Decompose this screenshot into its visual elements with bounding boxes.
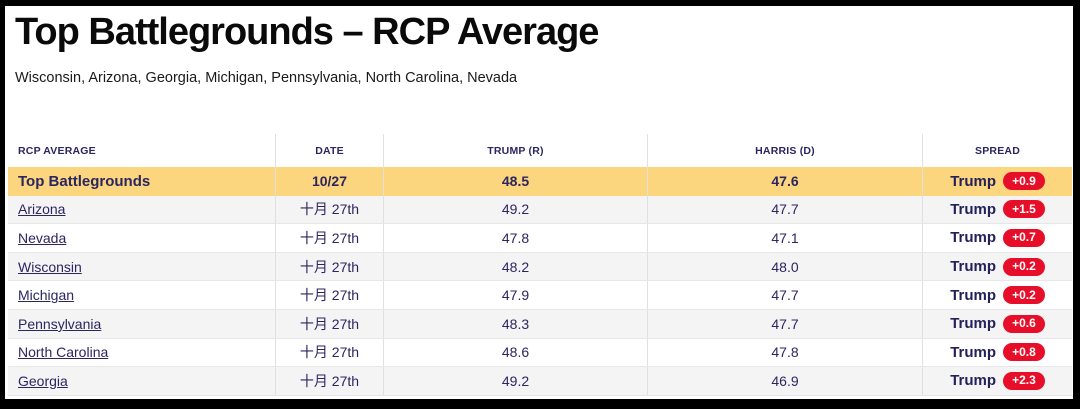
spread-margin-badge: +0.9 xyxy=(1003,172,1045,191)
spread-leader-label: Trump xyxy=(950,258,997,276)
spread-cell: Trump +0.8 xyxy=(922,338,1072,367)
harris-cell: 47.7 xyxy=(647,309,922,338)
table-row: Nevada 十月 27th 47.8 47.1 Trump +0.7 xyxy=(8,224,1072,253)
trump-cell: 48.6 xyxy=(383,338,647,367)
harris-cell: 48.0 xyxy=(647,252,922,281)
trump-cell: 48.2 xyxy=(383,252,647,281)
state-link[interactable]: North Carolina xyxy=(18,344,109,361)
state-link: Top Battlegrounds xyxy=(18,172,151,190)
date-cell: 十月 27th xyxy=(275,224,383,252)
spread-cell: Trump +1.5 xyxy=(922,195,1072,224)
spread-cell: Trump +0.2 xyxy=(922,252,1072,281)
state-link[interactable]: Wisconsin xyxy=(18,258,82,275)
spread-margin-badge: +1.5 xyxy=(1003,200,1045,219)
spread-margin-badge: +0.8 xyxy=(1003,343,1045,362)
harris-cell: 47.6 xyxy=(647,167,922,196)
harris-cell: 46.9 xyxy=(647,367,922,395)
table-row: Top Battlegrounds 10/27 48.5 47.6 Trump … xyxy=(8,167,1072,196)
spread-leader-label: Trump xyxy=(950,343,997,361)
column-header-rcp-average: RCP AVERAGE xyxy=(18,144,96,157)
date-cell: 十月 27th xyxy=(275,338,383,367)
column-header-trump: TRUMP (R) xyxy=(383,134,647,167)
state-cell: Georgia xyxy=(8,367,275,395)
table-row: Arizona 十月 27th 49.2 47.7 Trump +1.5 xyxy=(8,195,1072,225)
state-cell: Wisconsin xyxy=(8,253,275,281)
date-cell: 十月 27th xyxy=(275,367,383,395)
page-subtitle: Wisconsin, Arizona, Georgia, Michigan, P… xyxy=(15,70,518,86)
trump-cell: 48.3 xyxy=(383,309,647,338)
spread-margin-badge: +0.2 xyxy=(1003,257,1045,276)
date-cell: 10/27 xyxy=(275,167,383,196)
spread-leader-label: Trump xyxy=(950,200,997,218)
state-cell: Pennsylvania xyxy=(8,310,275,338)
spread-leader-label: Trump xyxy=(950,286,997,304)
spread-margin-badge: +0.2 xyxy=(1003,286,1045,305)
spread-margin-badge: +0.7 xyxy=(1003,228,1045,247)
spread-cell: Trump +0.9 xyxy=(922,167,1072,196)
spread-cell: Trump +2.3 xyxy=(922,367,1072,395)
spread-leader-label: Trump xyxy=(950,172,997,190)
page-title: Top Battlegrounds – RCP Average xyxy=(15,11,599,53)
spread-margin-badge: +0.6 xyxy=(1003,314,1045,333)
table-header-row: RCP AVERAGE DATE TRUMP (R) HARRIS (D) SP… xyxy=(8,134,1072,167)
spread-cell: Trump +0.7 xyxy=(922,224,1072,252)
state-cell: Arizona xyxy=(8,196,275,224)
table-row: Pennsylvania 十月 27th 48.3 47.7 Trump +0.… xyxy=(8,309,1072,339)
state-cell: Nevada xyxy=(8,224,275,252)
state-link[interactable]: Nevada xyxy=(18,229,67,246)
table-row: Michigan 十月 27th 47.9 47.7 Trump +0.2 xyxy=(8,281,1072,310)
state-link[interactable]: Pennsylvania xyxy=(18,315,102,332)
spread-leader-label: Trump xyxy=(950,315,997,333)
state-link[interactable]: Michigan xyxy=(18,287,75,304)
date-cell: 十月 27th xyxy=(275,309,383,338)
state-link[interactable]: Georgia xyxy=(18,372,68,389)
column-header-date: DATE xyxy=(275,134,383,167)
state-link[interactable]: Arizona xyxy=(18,201,66,218)
trump-cell: 47.9 xyxy=(383,281,647,309)
poll-table: RCP AVERAGE DATE TRUMP (R) HARRIS (D) SP… xyxy=(8,134,1072,396)
state-cell: Michigan xyxy=(8,281,275,309)
trump-cell: 49.2 xyxy=(383,195,647,224)
date-cell: 十月 27th xyxy=(275,195,383,224)
harris-cell: 47.7 xyxy=(647,281,922,309)
trump-cell: 48.5 xyxy=(383,167,647,196)
column-header-harris: HARRIS (D) xyxy=(647,134,922,167)
date-cell: 十月 27th xyxy=(275,281,383,309)
harris-cell: 47.8 xyxy=(647,338,922,367)
table-row: Wisconsin 十月 27th 48.2 48.0 Trump +0.2 xyxy=(8,252,1072,282)
spread-leader-label: Trump xyxy=(950,372,997,390)
column-header-spread: SPREAD xyxy=(922,134,1072,167)
harris-cell: 47.7 xyxy=(647,195,922,224)
trump-cell: 47.8 xyxy=(383,224,647,252)
state-cell: Top Battlegrounds xyxy=(8,167,275,196)
table-body: Top Battlegrounds 10/27 48.5 47.6 Trump … xyxy=(8,167,1072,396)
table-row: North Carolina 十月 27th 48.6 47.8 Trump +… xyxy=(8,338,1072,368)
trump-cell: 49.2 xyxy=(383,367,647,395)
harris-cell: 47.1 xyxy=(647,224,922,252)
spread-cell: Trump +0.2 xyxy=(922,281,1072,309)
table-row: Georgia 十月 27th 49.2 46.9 Trump +2.3 xyxy=(8,367,1072,396)
date-cell: 十月 27th xyxy=(275,252,383,281)
spread-margin-badge: +2.3 xyxy=(1003,371,1045,390)
spread-leader-label: Trump xyxy=(950,229,997,247)
spread-cell: Trump +0.6 xyxy=(922,309,1072,338)
state-cell: North Carolina xyxy=(8,339,275,367)
